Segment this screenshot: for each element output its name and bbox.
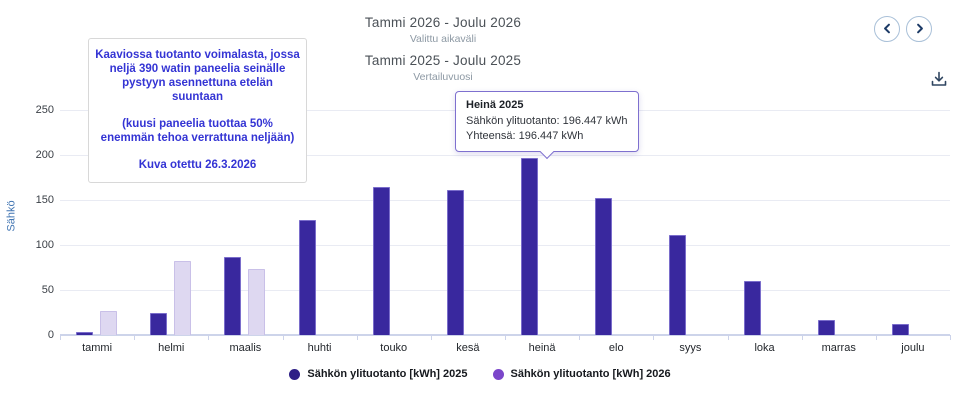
annotation-paragraph: Kuva otettu 26.3.2026 <box>138 159 257 171</box>
x-label-tammi: tammi <box>82 342 113 354</box>
bar-2025-heinä[interactable] <box>521 158 539 335</box>
legend-label-2026: Sähkön ylituotanto [kWh] 2026 <box>510 368 671 380</box>
x-label-loka: loka <box>754 342 775 354</box>
legend-item-2026[interactable]: Sähkön ylituotanto [kWh] 2026 <box>492 368 671 380</box>
x-axis-tick <box>727 335 729 340</box>
selected-range-title: Tammi 2026 - Joulu 2026 <box>364 15 522 30</box>
annotation-note: Kaaviossa tuotanto voimalasta, jossa nel… <box>88 38 307 183</box>
annotation-paragraph: (kuusi paneelia tuottaa 50% enemmän teho… <box>100 118 295 144</box>
y-tick-label-250: 250 <box>35 104 54 116</box>
grid-line-50 <box>60 290 950 291</box>
x-axis-tick <box>356 335 358 340</box>
y-tick-label-150: 150 <box>35 194 54 206</box>
legend: Sähkön ylituotanto [kWh] 2025 Sähkön yli… <box>0 368 960 380</box>
x-axis-tick <box>134 335 136 340</box>
x-label-kesä: kesä <box>456 342 480 354</box>
bar-2025-marras[interactable] <box>817 319 835 335</box>
y-tick-label-0: 0 <box>47 329 54 341</box>
download-button[interactable] <box>927 68 951 92</box>
header: Tammi 2026 - Joulu 2026 Valittu aikaväli… <box>0 15 886 83</box>
x-axis-tick <box>208 335 210 340</box>
y-tick-label-50: 50 <box>41 284 54 296</box>
bar-2026-tammi[interactable] <box>100 310 118 335</box>
chevron-left-icon <box>882 22 893 37</box>
grid-line-150 <box>60 200 950 201</box>
comparison-range-title: Tammi 2025 - Joulu 2025 <box>364 53 522 68</box>
bar-2025-elo[interactable] <box>595 198 613 335</box>
tooltip-total-line: Yhteensä: 196.447 kWh <box>466 129 584 142</box>
x-label-touko: touko <box>380 342 408 354</box>
x-label-joulu: joulu <box>901 342 925 354</box>
bar-2025-syys[interactable] <box>669 235 687 335</box>
x-axis-tick <box>579 335 581 340</box>
tooltip: Heinä 2025 Sähkön ylituotanto: 196.447 k… <box>455 91 640 160</box>
x-axis-tick <box>875 335 877 340</box>
legend-item-2025[interactable]: Sähkön ylituotanto [kWh] 2025 <box>289 368 468 380</box>
bar-2025-kesä[interactable] <box>446 190 464 335</box>
y-tick-label-100: 100 <box>35 239 54 251</box>
x-label-marras: marras <box>821 342 856 354</box>
tooltip-title: Heinä 2025 <box>466 99 524 111</box>
bar-2025-loka[interactable] <box>743 281 761 335</box>
legend-marker-2026 <box>492 368 504 380</box>
bar-2025-joulu[interactable] <box>891 324 909 335</box>
x-axis-tick <box>430 335 432 340</box>
bar-2026-helmi[interactable] <box>174 261 192 335</box>
bar-2026-maalis[interactable] <box>248 269 266 335</box>
x-label-maalis: maalis <box>229 342 262 354</box>
grid-line-200 <box>60 155 950 156</box>
selected-range-subtitle: Valittu aikaväli <box>409 33 477 45</box>
previous-period-button[interactable] <box>874 16 900 42</box>
x-label-elo: elo <box>608 342 624 354</box>
y-axis-title: Sähkö <box>5 200 18 232</box>
x-axis-tick <box>950 335 951 340</box>
bar-2025-huhti[interactable] <box>298 219 316 335</box>
x-label-huhti: huhti <box>307 342 332 354</box>
tooltip-value-line: Sähkön ylituotanto: 196.447 kWh <box>466 115 628 127</box>
bar-2025-helmi[interactable] <box>150 312 168 335</box>
x-axis-tick <box>282 335 284 340</box>
x-axis-tick <box>801 335 803 340</box>
annotation-paragraph: Kaaviossa tuotanto voimalasta, jossa nel… <box>95 49 300 103</box>
legend-label-2025: Sähkön ylituotanto [kWh] 2025 <box>307 368 468 380</box>
comparison-range-subtitle: Vertailuvuosi <box>413 71 473 83</box>
bar-2025-tammi[interactable] <box>76 332 94 335</box>
x-axis-tick <box>505 335 506 340</box>
x-label-helmi: helmi <box>158 342 185 354</box>
x-label-heinä: heinä <box>528 342 556 354</box>
chevron-right-icon <box>914 22 925 37</box>
x-label-syys: syys <box>679 342 702 354</box>
legend-marker-2025 <box>289 368 301 380</box>
next-period-button[interactable] <box>906 16 932 42</box>
grid-line-100 <box>60 245 950 246</box>
y-tick-label-200: 200 <box>35 149 54 161</box>
x-axis-tick <box>653 335 655 340</box>
bar-2025-touko[interactable] <box>372 187 390 335</box>
bar-2025-maalis[interactable] <box>224 256 242 335</box>
download-icon <box>929 69 949 92</box>
x-axis-tick <box>60 335 61 340</box>
